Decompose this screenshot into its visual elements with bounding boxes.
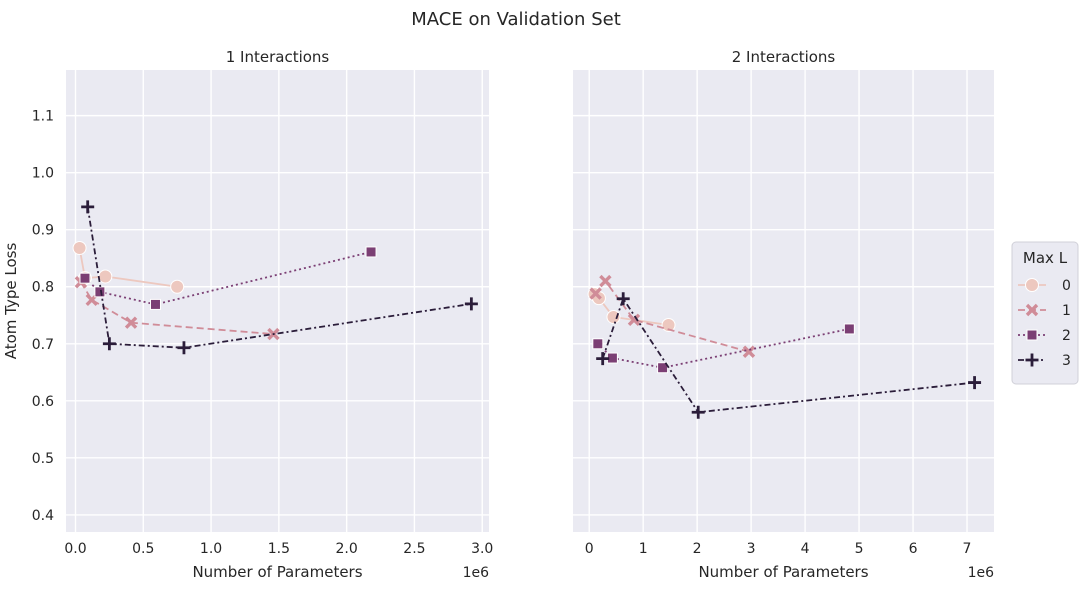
x-tick-label: 2.0 <box>336 541 358 557</box>
x-axis-label: Number of Parameters <box>698 563 868 581</box>
y-tick-label: 0.5 <box>32 451 54 467</box>
legend-label: 2 <box>1062 328 1071 344</box>
legend-label: 1 <box>1062 303 1071 319</box>
data-point <box>79 272 91 284</box>
data-point <box>170 279 185 294</box>
legend-title: Max L <box>1023 249 1068 267</box>
data-point <box>177 341 191 355</box>
data-point <box>616 292 630 306</box>
legend[interactable]: Max L 0 1 2 3 <box>1011 241 1079 385</box>
y-tick-label: 0.6 <box>32 394 54 410</box>
series-line <box>597 328 850 369</box>
data-point <box>98 269 113 284</box>
subplot-title: 2 Interactions <box>732 48 836 66</box>
data-point <box>606 309 621 324</box>
x-tick-label: 3 <box>747 541 756 557</box>
legend-marker <box>1025 303 1039 317</box>
data-point <box>599 274 612 288</box>
data-point <box>691 405 705 419</box>
data-point <box>843 323 855 335</box>
series-line <box>601 296 975 414</box>
data-point <box>124 316 138 329</box>
subplot-title: 1 Interactions <box>226 48 330 66</box>
data-point <box>81 200 95 214</box>
plot-area <box>573 70 994 532</box>
x-tick-label: 0.0 <box>64 541 86 557</box>
legend-marker <box>1025 353 1039 367</box>
data-point <box>627 313 641 327</box>
data-point <box>94 286 106 298</box>
y-tick-label: 0.8 <box>32 280 54 296</box>
x-tick-label: 4 <box>801 541 810 557</box>
x-tick-label: 1 <box>639 541 648 557</box>
data-point <box>149 298 161 310</box>
figure-suptitle: MACE on Validation Set <box>411 9 621 30</box>
x-offset-label: 1e6 <box>463 565 490 581</box>
data-point <box>365 246 377 258</box>
data-point <box>102 337 116 351</box>
series-3 <box>81 200 478 355</box>
plot-area <box>66 70 489 532</box>
data-point <box>742 345 756 358</box>
x-tick-label: 6 <box>909 541 918 557</box>
x-tick-label: 0.5 <box>132 541 154 557</box>
y-tick-label: 0.4 <box>32 508 54 524</box>
y-tick-label: 1.1 <box>32 109 54 125</box>
y-axis-label: Atom Type Loss <box>2 243 20 360</box>
panel-1: 0.0 0.5 1.0 1.5 2.0 2.5 3.0 0.4 0.5 0.6 0.7 0.8 0.9 1… <box>2 48 493 581</box>
x-offset-label: 1e6 <box>968 565 995 581</box>
series-2 <box>592 323 855 374</box>
data-point <box>589 287 602 300</box>
panels: 0.0 0.5 1.0 1.5 2.0 2.5 3.0 0.4 0.5 0.6 0.7 0.8 0.9 1… <box>2 48 994 581</box>
x-tick-label: 7 <box>963 541 972 557</box>
series-1 <box>589 274 756 358</box>
x-tick-label: 0 <box>585 541 594 557</box>
data-point <box>661 317 676 332</box>
x-axis-label: Number of Parameters <box>192 563 362 581</box>
y-tick-label: 1.0 <box>32 166 54 182</box>
legend-label: 0 <box>1062 278 1071 294</box>
legend-box <box>1011 241 1079 385</box>
legend-marker <box>1025 278 1039 292</box>
data-point <box>968 376 982 390</box>
legend-entry-3: 3 <box>1018 353 1071 369</box>
x-tick-label: 3.0 <box>471 541 493 557</box>
y-tick-label: 0.7 <box>32 337 54 353</box>
series-line <box>594 279 750 353</box>
x-tick-label: 2.5 <box>403 541 425 557</box>
legend-entry-1: 1 <box>1018 303 1071 319</box>
data-point <box>596 352 610 366</box>
x-tick-label: 1.5 <box>268 541 290 557</box>
data-point <box>592 338 604 350</box>
data-point <box>72 240 87 255</box>
series-line <box>78 247 178 288</box>
x-tick-label: 5 <box>855 541 864 557</box>
x-tick-label: 2 <box>693 541 702 557</box>
data-point <box>464 297 478 311</box>
legend-entry-2: 2 <box>1018 328 1071 344</box>
x-tick-label: 1.0 <box>200 541 222 557</box>
legend-marker <box>1026 329 1038 341</box>
series-3 <box>596 292 982 419</box>
y-tick-label: 0.9 <box>32 223 54 239</box>
panel-2: 0 1 2 3 4 5 6 7 2 Interactions Number of Paramete… <box>573 48 994 581</box>
legend-entry-0: 0 <box>1018 278 1071 294</box>
series-2 <box>79 246 377 310</box>
data-point <box>657 362 669 374</box>
series-line <box>80 281 274 335</box>
series-line <box>84 251 372 306</box>
legend-label: 3 <box>1062 353 1071 369</box>
